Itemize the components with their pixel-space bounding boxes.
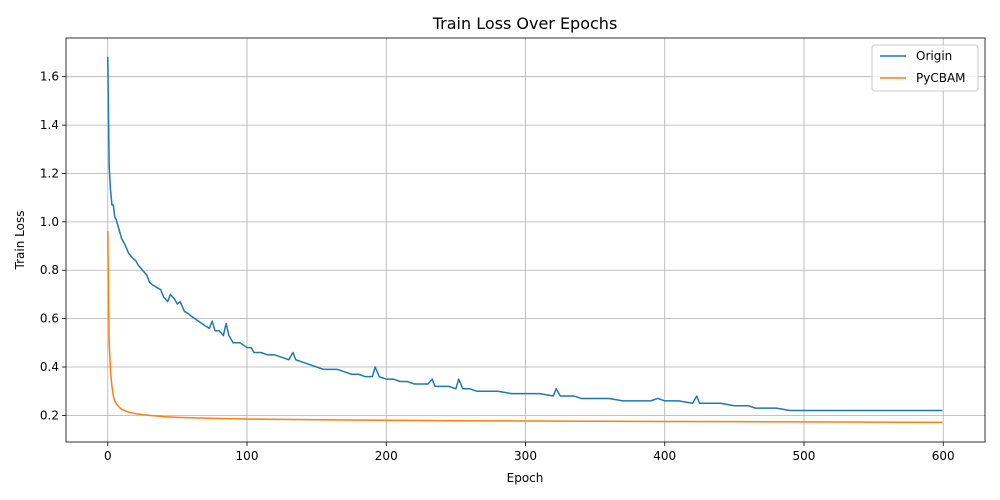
y-tick-label: 0.2 [40,408,59,422]
y-axis-ticks: 0.2 0.4 0.6 0.8 1.0 1.2 1.4 1.6 [40,70,66,422]
x-tick-label: 500 [793,449,816,463]
series-line-pycbam [107,230,943,424]
legend-label-pycbam: PyCBAM [916,71,966,85]
x-tick-label: 400 [653,449,676,463]
y-tick-label: 1.0 [40,215,59,229]
x-tick-label: 100 [236,449,259,463]
legend: Origin PyCBAM [871,44,979,92]
x-axis-ticks: 0 100 200 300 400 500 600 [104,442,955,463]
y-tick-label: 0.8 [40,263,59,277]
x-tick-label: 0 [104,449,112,463]
x-tick-label: 600 [932,449,955,463]
legend-label-origin: Origin [916,49,952,63]
y-tick-label: 1.6 [40,70,59,84]
series-group [107,56,943,424]
x-tick-label: 200 [375,449,398,463]
grid [66,38,985,442]
chart-title: Train Loss Over Epochs [432,14,618,33]
y-axis-label: Train Loss [13,211,27,271]
x-axis-label: Epoch [507,471,544,485]
y-tick-label: 0.4 [40,360,59,374]
series-line-origin [107,56,943,412]
x-tick-label: 300 [514,449,537,463]
y-tick-label: 0.6 [40,312,59,326]
y-tick-label: 1.4 [40,118,59,132]
y-tick-label: 1.2 [40,166,59,180]
